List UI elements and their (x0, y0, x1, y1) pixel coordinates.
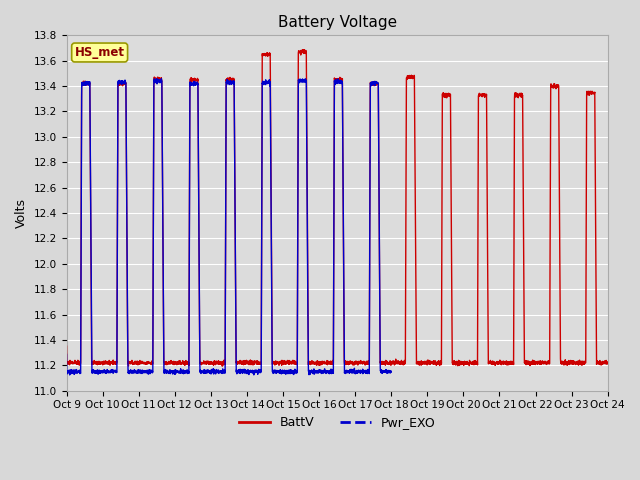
Legend: BattV, Pwr_EXO: BattV, Pwr_EXO (234, 411, 440, 434)
Y-axis label: Volts: Volts (15, 198, 28, 228)
Text: HS_met: HS_met (75, 46, 125, 59)
Title: Battery Voltage: Battery Voltage (278, 15, 397, 30)
